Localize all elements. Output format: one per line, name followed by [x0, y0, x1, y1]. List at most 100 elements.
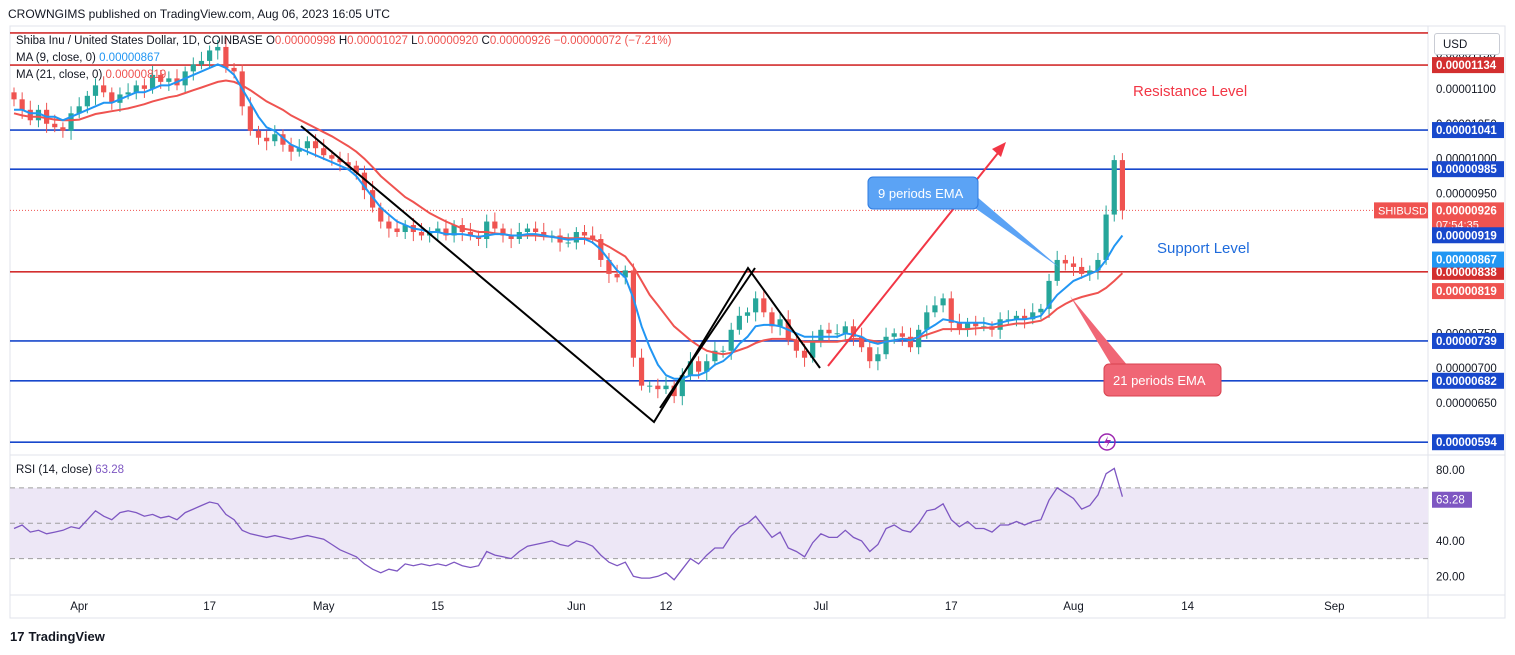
candle-body — [948, 298, 954, 323]
candle-body — [60, 127, 66, 131]
ema21-line — [13, 79, 1124, 356]
price-line-badge-text: 0.00000838 — [1436, 267, 1497, 279]
ema21-callout-box — [1103, 363, 1222, 397]
candle-body — [101, 85, 107, 93]
ma9-label: MA (9, close, 0) — [16, 52, 96, 64]
breakout-arrow-head — [992, 142, 1006, 157]
candle-body — [418, 232, 425, 236]
candle-body — [524, 228, 531, 233]
candle-body — [1013, 315, 1020, 320]
price-tick-label: 0.00000700 — [1436, 363, 1497, 375]
candle-body — [997, 319, 1003, 330]
candle-body — [207, 50, 213, 61]
rsi-tick-label: 40.00 — [1436, 536, 1465, 548]
change-value: −0.00000072 (−7.21%) — [553, 35, 672, 47]
value-badge — [1432, 283, 1504, 300]
candle-body — [761, 298, 767, 313]
value-badge — [1432, 227, 1504, 244]
candle-body — [769, 312, 775, 327]
rsi-value: 63.28 — [95, 464, 125, 476]
candle-body — [753, 298, 759, 313]
price-line-badge-text: 0.00000985 — [1436, 164, 1497, 176]
low-label: L — [411, 35, 418, 47]
currency-button[interactable]: USD — [1434, 33, 1500, 55]
candle-body — [378, 207, 384, 222]
ema21-callout-pointer — [1070, 296, 1128, 366]
price-line-badge-text: 0.00000682 — [1436, 376, 1497, 388]
candle-body — [467, 232, 473, 236]
pattern-leg-line — [659, 267, 756, 409]
rsi-legend[interactable]: RSI (14, close) 63.28 — [16, 464, 124, 476]
candle-body — [158, 74, 164, 82]
candle-body — [1087, 270, 1093, 274]
candle-body — [859, 336, 865, 348]
trend-pattern-line — [300, 125, 821, 424]
candle-body — [956, 322, 962, 330]
price-tick-label: 0.00000950 — [1436, 189, 1497, 201]
lightning-icon[interactable] — [1098, 433, 1116, 451]
open-value: 0.00000998 — [274, 35, 336, 47]
ema9-line — [14, 63, 1124, 380]
rsi-line — [13, 467, 1124, 581]
ma9-value: 0.00000867 — [99, 52, 160, 64]
symbol-title: Shiba Inu / United States Dollar, 1D, CO… — [16, 35, 263, 47]
candle-body — [321, 148, 327, 156]
price-line-badge-text: 0.00000594 — [1436, 437, 1497, 449]
candle-body — [255, 130, 262, 138]
date-tick-label: Apr — [70, 601, 88, 613]
ma21-value: 0.00000819 — [105, 69, 167, 81]
candle-body — [736, 315, 742, 330]
low-value: 0.00000920 — [417, 35, 479, 47]
candle-body — [679, 375, 685, 397]
candle-body — [647, 385, 653, 387]
price-line-badge — [1432, 263, 1504, 280]
candle-body — [296, 148, 302, 152]
candle-body — [565, 242, 571, 244]
candle-body — [443, 228, 449, 236]
candle-body — [484, 221, 490, 239]
candle-body — [696, 361, 702, 372]
candle-body — [361, 172, 368, 191]
candle-body — [638, 357, 645, 386]
tradingview-logo[interactable]: 17 TradingView — [10, 629, 105, 644]
candle-body — [1111, 160, 1117, 215]
candle-body — [630, 270, 636, 358]
rsi-value-badge — [1432, 491, 1472, 508]
candle-body — [1119, 160, 1125, 211]
candle-body — [842, 326, 848, 334]
candle-body — [907, 336, 914, 348]
candle-body — [492, 221, 498, 229]
candle-body — [704, 361, 710, 372]
symbol-tag — [1374, 202, 1428, 219]
candle-body — [264, 137, 270, 142]
candle-body — [834, 333, 840, 335]
candle-body — [231, 67, 237, 72]
candle-body — [125, 92, 131, 95]
candle-body — [133, 85, 139, 93]
candle-body — [1046, 280, 1052, 309]
ema21-callout-text: 21 periods EMA — [1113, 373, 1206, 388]
candle-body — [345, 162, 351, 166]
candle-body — [288, 144, 294, 152]
candle-body — [84, 95, 90, 107]
candle-body — [541, 232, 547, 236]
candle-body — [141, 85, 147, 89]
high-label: H — [338, 35, 348, 47]
price-line-badge — [1432, 161, 1504, 178]
open-label: O — [265, 35, 275, 47]
candle-body — [386, 221, 392, 229]
symbol-tag-text: SHIBUSD — [1378, 205, 1427, 217]
candle-body — [777, 319, 783, 327]
candle-body — [875, 354, 881, 362]
date-tick-label: 14 — [1181, 601, 1194, 613]
ma9-legend[interactable]: MA (9, close, 0) 0.00000867 — [16, 52, 160, 64]
candle-body — [1103, 214, 1109, 260]
date-tick-label: 17 — [203, 601, 216, 613]
candle-body — [353, 165, 359, 173]
candle-body — [272, 134, 278, 142]
price-line-badge-text: 0.00001134 — [1436, 60, 1497, 72]
ma21-legend[interactable]: MA (21, close, 0) 0.00000819 — [16, 69, 166, 81]
candle-body — [655, 385, 661, 390]
candle-body — [712, 350, 718, 362]
